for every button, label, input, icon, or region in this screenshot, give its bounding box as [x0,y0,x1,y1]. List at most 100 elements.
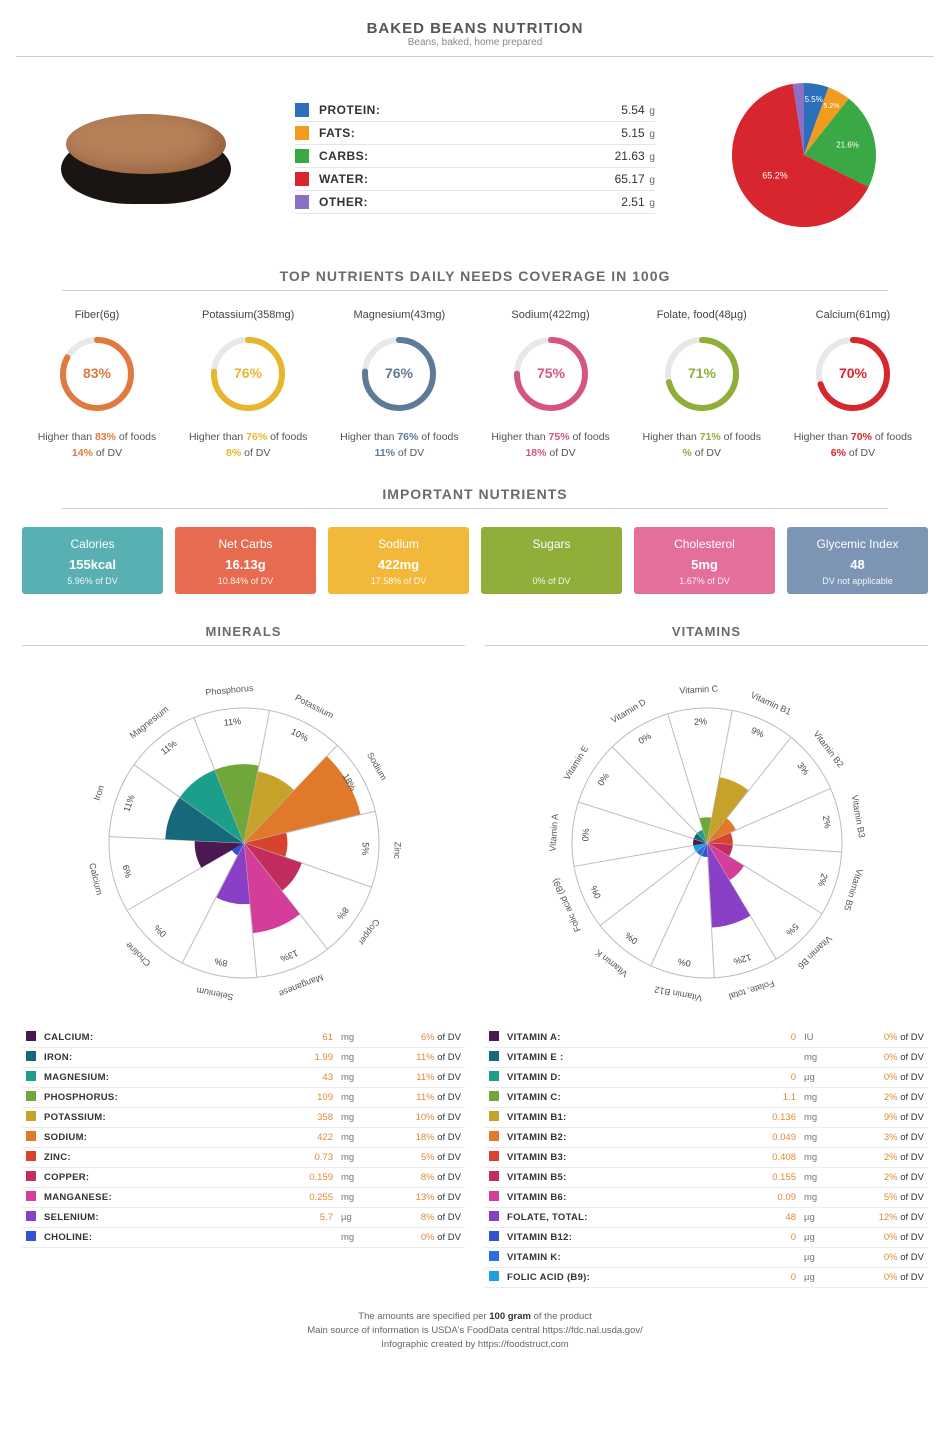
swatch-icon [26,1111,36,1121]
vitamins-title: VITAMINS [485,624,928,639]
nut-amount: 1.1 [745,1087,800,1107]
table-row: VITAMIN B12:0µg0% of DV [485,1227,928,1247]
nut-dv: 2% of DV [828,1147,928,1167]
footer-line2: Main source of information is USDA's Foo… [16,1324,934,1338]
nut-unit: mg [800,1147,828,1167]
card-dv: 0% of DV [487,576,616,586]
table-row: VITAMIN B6:0.09mg5% of DV [485,1187,928,1207]
nut-name: PHOSPHORUS: [40,1087,282,1107]
dual-panels: MINERALS Calcium6%Iron11%Magnesium11%Pho… [16,624,934,1288]
polar-pct: 6% [120,863,133,878]
svg-text:83%: 83% [83,365,112,381]
nut-amount: 0 [745,1267,800,1287]
macro-label: FATS: [319,126,355,140]
donut-chart: 83% [52,329,142,419]
nut-amount: 0 [745,1227,800,1247]
nut-unit: mg [337,1167,365,1187]
nutrient-card: Glycemic Index48DV not applicable [787,527,928,594]
donut-label: Fiber(6g) [22,309,172,321]
nut-amount: 0 [745,1028,800,1048]
card-name: Sugars [487,537,616,551]
nut-amount [282,1227,337,1247]
nut-unit: mg [337,1187,365,1207]
page-title: BAKED BEANS NUTRITION [16,20,934,37]
divider [16,56,934,57]
polar-pct: 0% [623,930,639,946]
nut-unit: mg [337,1087,365,1107]
nut-amount [745,1047,800,1067]
nut-name: VITAMIN K: [503,1247,745,1267]
polar-pct: 10% [289,726,310,743]
polar-pct: 11% [121,793,136,813]
table-row: COPPER:0.159mg8% of DV [22,1167,465,1187]
donut-label: Sodium(422mg) [476,309,626,321]
nut-unit: mg [800,1187,828,1207]
nut-name: CHOLINE: [40,1227,282,1247]
donut-desc: Higher than 71% of foods% of DV [627,430,777,462]
donut-label: Potassium(358mg) [173,309,323,321]
donut-desc: Higher than 76% of foods8% of DV [173,430,323,462]
nut-dv: 11% of DV [365,1087,465,1107]
polar-pct: 2% [820,814,832,829]
nut-name: VITAMIN C: [503,1087,745,1107]
nut-name: VITAMIN B12: [503,1227,745,1247]
nut-name: MAGNESIUM: [40,1067,282,1087]
donut-label: Magnesium(43mg) [324,309,474,321]
donut-item: Calcium(61mg)70%Higher than 70% of foods… [778,309,928,462]
nut-unit: mg [337,1047,365,1067]
donut-desc: Higher than 76% of foods11% of DV [324,430,474,462]
nut-unit: mg [800,1127,828,1147]
swatch-icon [489,1231,499,1241]
pie-label: 65.2% [762,171,788,181]
swatch-icon [26,1231,36,1241]
table-row: IRON:1.99mg11% of DV [22,1047,465,1067]
polar-label: Vitamin B1 [749,689,793,716]
nut-amount: 422 [282,1127,337,1147]
nut-amount: 48 [745,1207,800,1227]
macro-value: 5.54 g [621,103,655,117]
polar-pct: 8% [335,905,351,921]
donut-grid: Fiber(6g)83%Higher than 83% of foods14% … [16,309,934,462]
nut-unit: IU [800,1028,828,1048]
table-row: VITAMIN B5:0.155mg2% of DV [485,1167,928,1187]
polar-pct: 13% [278,947,298,963]
nut-dv: 12% of DV [828,1207,928,1227]
table-row: MANGANESE:0.255mg13% of DV [22,1187,465,1207]
macro-value: 21.63 g [615,149,655,163]
polar-label: Sodium [365,750,389,781]
nut-dv: 0% of DV [365,1227,465,1247]
nutrient-card: Net Carbs16.13g10.84% of DV [175,527,316,594]
card-value [487,557,616,572]
swatch-icon [26,1091,36,1101]
donut-chart: 71% [657,329,747,419]
table-row: FOLATE, TOTAL:48µg12% of DV [485,1207,928,1227]
page-title-block: BAKED BEANS NUTRITION Beans, baked, home… [16,20,934,48]
table-row: POTASSIUM:358mg10% of DV [22,1107,465,1127]
nut-name: ZINC: [40,1147,282,1167]
divider [62,290,888,291]
card-value: 155kcal [28,557,157,572]
card-name: Net Carbs [181,537,310,551]
donut-chart: 76% [203,329,293,419]
nut-dv: 2% of DV [828,1087,928,1107]
polar-label: Vitamin B3 [849,794,866,838]
nut-amount: 0.408 [745,1147,800,1167]
footer-line1c: of the product [531,1311,592,1322]
table-row: MAGNESIUM:43mg11% of DV [22,1067,465,1087]
svg-text:76%: 76% [385,365,414,381]
minerals-title: MINERALS [22,624,465,639]
card-name: Calories [28,537,157,551]
table-row: VITAMIN B3:0.408mg2% of DV [485,1147,928,1167]
footer-line1b: 100 gram [489,1311,531,1322]
nut-amount: 0.255 [282,1187,337,1207]
nut-name: VITAMIN D: [503,1067,745,1087]
nut-dv: 2% of DV [828,1167,928,1187]
macro-swatch [295,103,309,117]
swatch-icon [26,1211,36,1221]
swatch-icon [489,1071,499,1081]
nut-dv: 0% of DV [828,1247,928,1267]
polar-pct: 0% [636,730,652,745]
macro-label: OTHER: [319,195,368,209]
nut-amount: 61 [282,1028,337,1048]
polar-label: Potassium [293,692,335,720]
